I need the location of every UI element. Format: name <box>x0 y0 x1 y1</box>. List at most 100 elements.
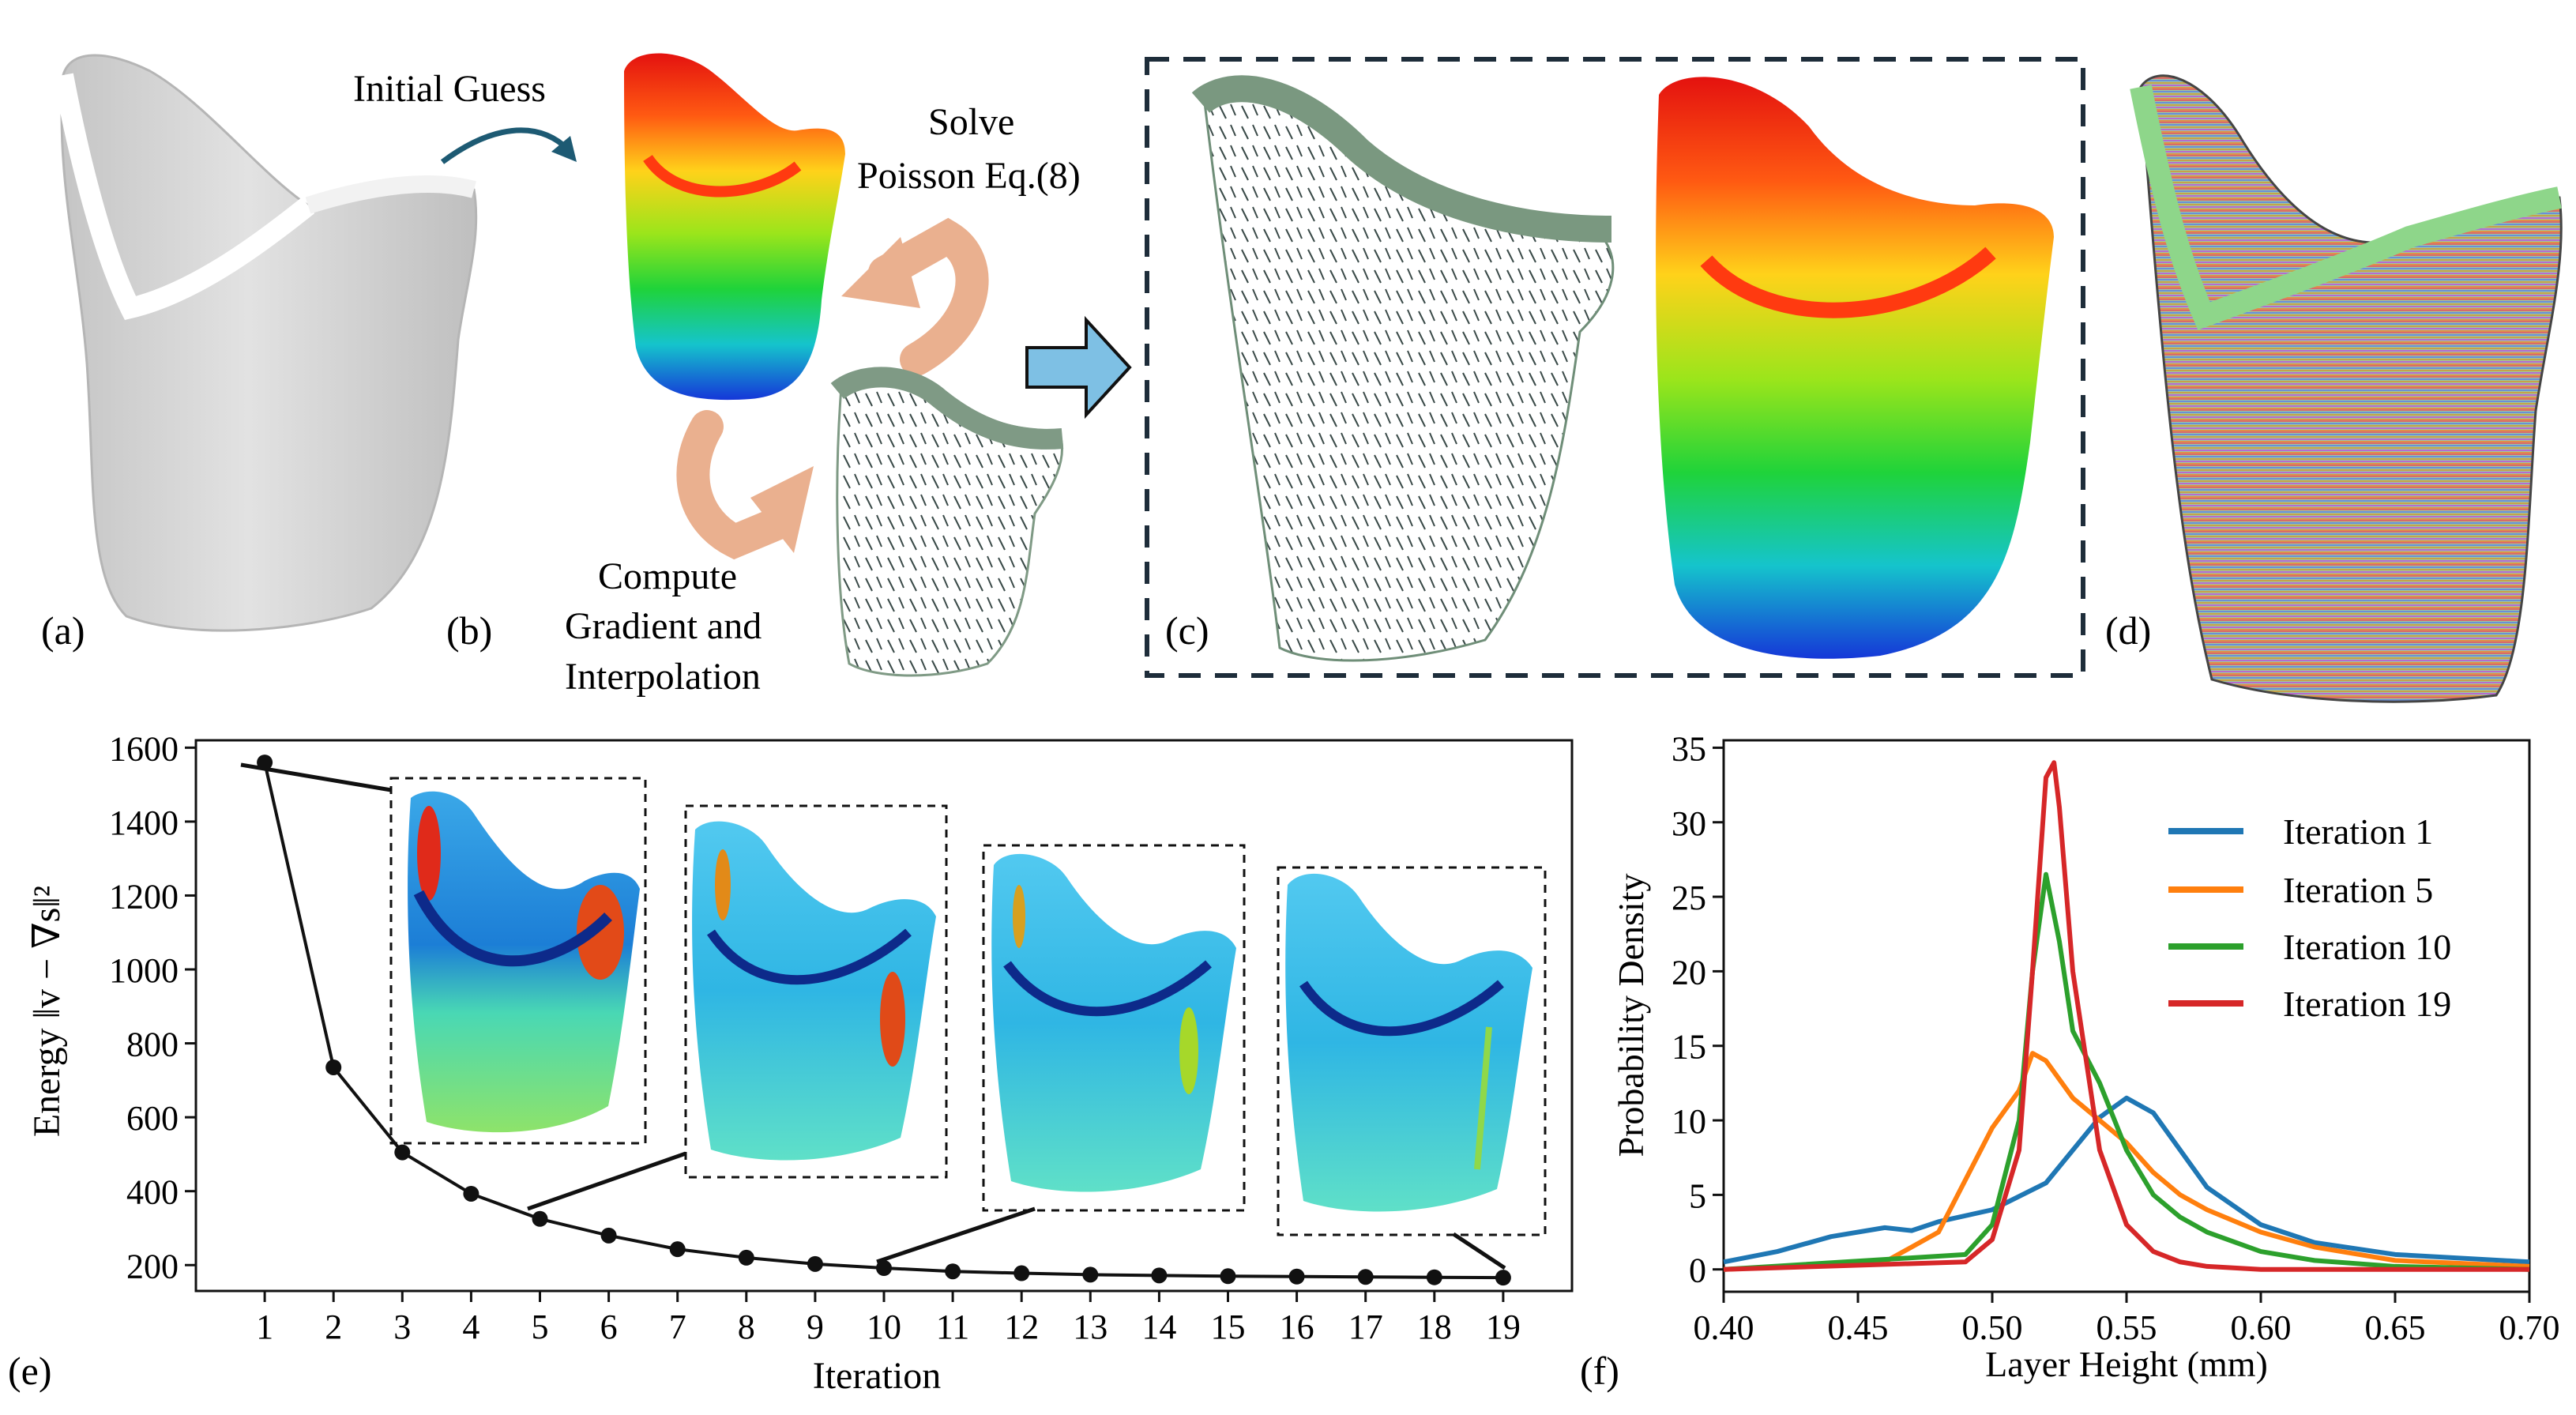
chart-f-ytick-label: 20 <box>1672 953 1706 992</box>
panel-c-dashed-box <box>1145 57 2085 678</box>
leader-iteration-19 <box>1452 1232 1506 1270</box>
chart-f-ytick-label: 30 <box>1672 804 1706 843</box>
chart-e-point <box>1288 1268 1305 1285</box>
panel-b-label: (b) <box>446 608 492 653</box>
chart-f-ytick-label: 25 <box>1672 879 1706 917</box>
legend-label-iteration-10: Iteration 10 <box>2283 927 2451 967</box>
chart-e-point <box>1151 1267 1168 1284</box>
chart-f-series-line-iteration-1 <box>1723 1095 2530 1265</box>
chart-e-xtick-label: 18 <box>1417 1308 1452 1346</box>
panel-e-label: (e) <box>8 1349 52 1393</box>
panel-a-rim <box>53 73 315 321</box>
chart-f-ytick-label: 10 <box>1672 1102 1706 1141</box>
chart-e-x-ticks: 1 2 3 4 5 6 7 8 9 10 11 12 13 14 15 16 17 18 19 <box>256 1291 1521 1346</box>
chart-e-ytick-label: 1400 <box>109 803 179 842</box>
arrow-to-c <box>1025 315 1132 420</box>
chart-e-xtick-label: 5 <box>532 1308 549 1346</box>
initial-guess-label: Initial Guess <box>353 68 546 110</box>
chart-e-xtick-label: 11 <box>936 1308 969 1346</box>
chart-e-ytick-label: 1000 <box>109 951 179 990</box>
chart-e-xtick-label: 13 <box>1073 1308 1107 1346</box>
panel-b: Initial Guess Solve Poisson Eq.(8) Compu… <box>353 53 1081 698</box>
cycle-arrowhead-bottom <box>750 466 814 553</box>
panel-a-label: (a) <box>41 608 85 653</box>
chart-e-point <box>1220 1268 1236 1285</box>
solve-label-1: Solve <box>928 101 1014 143</box>
chart-e-ytick-label: 1600 <box>109 729 179 768</box>
chart-f-xtick-label: 0.50 <box>1962 1308 2023 1347</box>
chart-e-xtick-label: 17 <box>1348 1308 1383 1346</box>
chart-e-xtick-label: 4 <box>462 1308 479 1346</box>
chart-e-ytick-label: 200 <box>126 1247 179 1285</box>
cycle-arrow-top <box>868 217 989 376</box>
panel-c: (c) <box>1145 57 2085 678</box>
chart-f-legend: Iteration 1 Iteration 5 Iteration 10 Ite… <box>2168 811 2451 1024</box>
panel-a-shell <box>60 54 478 632</box>
chart-e-xtick-label: 14 <box>1141 1308 1176 1346</box>
chart-e-point <box>738 1249 754 1266</box>
cycle-arrowhead-top <box>841 237 920 308</box>
chart-e-xtick-label: 8 <box>738 1308 755 1346</box>
chart-e-xtick-label: 3 <box>393 1308 411 1346</box>
chart-e-point <box>1495 1270 1511 1286</box>
chart-e-point <box>600 1227 617 1244</box>
chart-e-xtick-label: 12 <box>1004 1308 1039 1346</box>
chart-e-xtick-label: 19 <box>1486 1308 1521 1346</box>
chart-f-series-line-iteration-19 <box>1723 760 2529 1272</box>
panel-b-field-shape <box>624 53 845 401</box>
compute-label-2: Gradient and <box>565 605 762 647</box>
legend-label-iteration-5: Iteration 5 <box>2283 870 2433 910</box>
chart-e-xlabel: Iteration <box>813 1355 942 1397</box>
legend-label-iteration-1: Iteration 1 <box>2283 811 2433 852</box>
chart-e-point <box>394 1144 411 1161</box>
chart-f-ytick-label: 15 <box>1672 1028 1706 1067</box>
chart-e-ytick-label: 600 <box>126 1099 179 1138</box>
chart-e-xtick-label: 9 <box>807 1308 824 1346</box>
chart-f-xlabel: Layer Height (mm) <box>1985 1344 2268 1384</box>
initial-guess-arrowhead <box>551 136 577 162</box>
chart-e-point <box>325 1059 342 1075</box>
chart-e-ytick-label: 400 <box>126 1173 179 1212</box>
panel-d-layered-shell <box>2139 74 2563 703</box>
initial-guess-arrow <box>440 127 571 164</box>
leader-iteration-10 <box>876 1206 1036 1264</box>
chart-e-point <box>1013 1265 1030 1281</box>
legend-label-iteration-19: Iteration 19 <box>2283 984 2451 1024</box>
chart-f-xtick-label: 0.55 <box>2097 1308 2157 1347</box>
chart-e-xtick-label: 15 <box>1211 1308 1246 1346</box>
chart-e-point <box>807 1255 823 1272</box>
chart-f-series <box>1723 760 2530 1272</box>
chart-f-xtick-label: 0.70 <box>2499 1308 2560 1347</box>
chart-e-ytick-label: 1200 <box>109 877 179 916</box>
chart-e-xtick-label: 10 <box>867 1308 901 1346</box>
chart-f-x-ticks: 0.40 0.45 0.50 0.55 0.60 0.65 0.70 <box>1694 1292 2560 1347</box>
inset-iteration-19 <box>1277 866 1547 1236</box>
cycle-arrow-bottom <box>676 410 799 560</box>
panel-a: (a) <box>41 54 478 653</box>
chart-e-xtick-label: 2 <box>325 1308 342 1346</box>
chart-e-point <box>945 1263 961 1280</box>
chart-f-xtick-label: 0.40 <box>1694 1308 1754 1347</box>
chart-f-xtick-label: 0.45 <box>1828 1308 1889 1347</box>
chart-e-xtick-label: 6 <box>600 1308 618 1346</box>
chart-f-ytick-label: 5 <box>1689 1176 1706 1215</box>
chart-e-xtick-label: 7 <box>669 1308 686 1346</box>
chart-e-point <box>463 1185 479 1202</box>
inset-iteration-10 <box>982 844 1246 1212</box>
inset-iteration-5 <box>684 804 948 1179</box>
panel-f-label: (f) <box>1580 1349 1619 1393</box>
chart-f-series-line-iteration-5 <box>1723 1051 2530 1272</box>
chart-e-points <box>257 755 1511 1286</box>
chart-e-point <box>669 1241 686 1258</box>
chart-f-ylabel: Probability Density <box>1611 873 1651 1157</box>
panel-d-label: (d) <box>2105 608 2151 653</box>
chart-e-point <box>532 1210 548 1227</box>
chart-f-xtick-label: 0.65 <box>2365 1308 2426 1347</box>
chart-e-xtick-label: 1 <box>256 1308 273 1346</box>
chart-f-series-line-iteration-10 <box>1723 871 2530 1272</box>
chart-f-ytick-label: 0 <box>1689 1251 1706 1290</box>
chart-e-xtick-label: 16 <box>1280 1308 1314 1346</box>
solve-label-2: Poisson Eq.(8) <box>857 155 1081 197</box>
